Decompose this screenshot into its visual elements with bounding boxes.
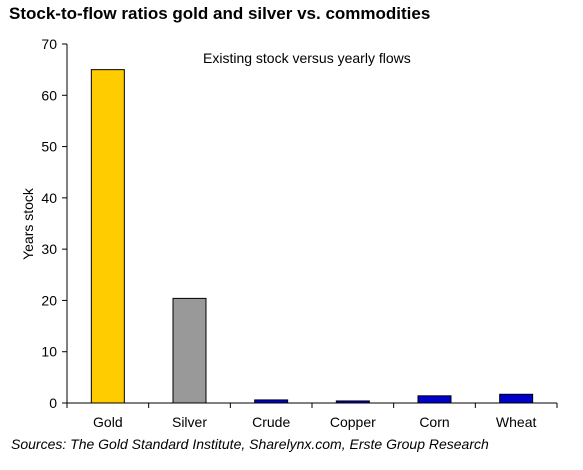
chart-annotation: Existing stock versus yearly flows bbox=[203, 50, 411, 66]
y-tick-label: 70 bbox=[41, 36, 57, 52]
source-note: Sources: The Gold Standard Institute, Sh… bbox=[11, 436, 489, 452]
y-axis: 0 10 20 30 40 50 60 70 bbox=[41, 36, 68, 411]
bar-corn bbox=[417, 395, 452, 404]
x-tick-label: Crude bbox=[252, 414, 290, 430]
y-tick-label: 50 bbox=[41, 139, 57, 155]
y-axis-label: Years stock bbox=[20, 187, 36, 260]
chart-title: Stock-to-flow ratios gold and silver vs.… bbox=[9, 4, 431, 23]
x-tick-label: Wheat bbox=[496, 414, 537, 430]
y-tick-label: 10 bbox=[41, 344, 57, 360]
bar-wheat bbox=[499, 393, 534, 404]
x-tick-label: Silver bbox=[172, 414, 207, 430]
y-tick-label: 60 bbox=[41, 87, 57, 103]
x-axis: Gold Silver Crude Copper Corn Wheat bbox=[66, 402, 558, 430]
bar-silver bbox=[172, 297, 207, 404]
x-tick-label: Gold bbox=[93, 414, 123, 430]
x-tick-label: Corn bbox=[419, 414, 449, 430]
bar-gold bbox=[90, 69, 125, 404]
y-tick-label: 20 bbox=[41, 292, 57, 308]
x-tick-label: Copper bbox=[330, 414, 376, 430]
bar-copper bbox=[335, 400, 370, 404]
y-tick-label: 40 bbox=[41, 190, 57, 206]
y-tick-label: 0 bbox=[49, 395, 57, 411]
bars bbox=[90, 69, 534, 404]
bar-crude bbox=[254, 399, 289, 404]
y-tick-label: 30 bbox=[41, 241, 57, 257]
